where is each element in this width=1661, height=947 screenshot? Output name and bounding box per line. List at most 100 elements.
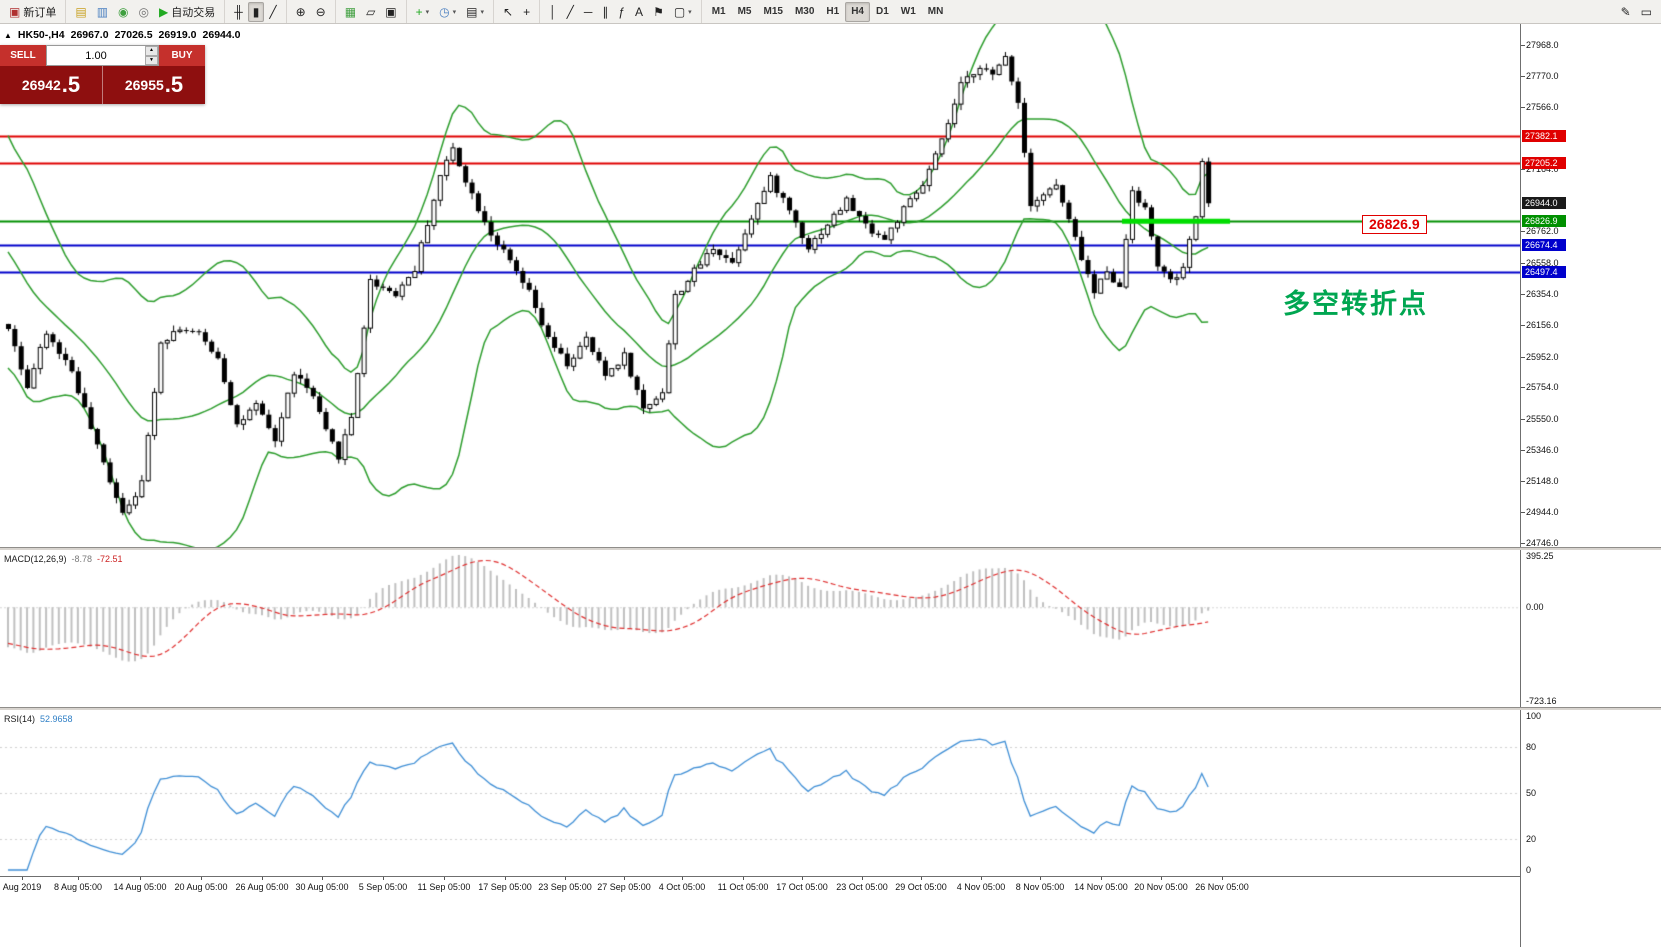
price-axis-label: 25346.0: [1526, 445, 1559, 456]
main-chart-canvas[interactable]: [0, 24, 1520, 547]
price-axis-tick: [1521, 480, 1525, 482]
time-axis-label: 26 Aug 05:00: [235, 882, 289, 892]
rsi-axis-label: 50: [1526, 788, 1537, 798]
price-axis-value-box: 27205.2: [1522, 156, 1566, 169]
timeframe-m5[interactable]: M5: [732, 2, 758, 22]
zoom-in-icon[interactable]: ⊕: [291, 2, 311, 22]
price-tag-label[interactable]: 26826.9: [1362, 215, 1427, 234]
time-axis[interactable]: Aug 2019 8 Aug 05:00 14 Aug 05:00 20 Aug 05…: [0, 876, 1661, 947]
cursor-tool[interactable]: ↖: [498, 2, 518, 22]
bar-chart-icon[interactable]: ╫: [229, 2, 248, 22]
terminal-icon[interactable]: ◎: [134, 2, 154, 22]
fibonacci-tool[interactable]: ƒ: [613, 2, 630, 22]
time-axis-tick: [1040, 877, 1041, 880]
time-axis-tick: [743, 877, 744, 880]
price-axis-tick: [1521, 543, 1525, 544]
timeframe-mn[interactable]: MN: [922, 2, 950, 22]
timeframe-h1[interactable]: H1: [820, 2, 845, 22]
rsi-pane-canvas[interactable]: [0, 710, 1520, 876]
price-axis-label: 25754.0: [1526, 382, 1559, 393]
price-axis-tick: [1521, 169, 1525, 171]
price-axis[interactable]: 27968.0 27770.0 27566.0 27164.0 26762.0 26558…: [1520, 24, 1661, 947]
volume-down-button[interactable]: ▼: [145, 55, 158, 65]
time-axis-tick: [322, 877, 323, 880]
pane-separator[interactable]: [0, 547, 1661, 550]
templates-button[interactable]: ▤ ▾: [461, 2, 489, 22]
price-axis-value-box: 26497.4: [1522, 266, 1566, 279]
pane-separator[interactable]: [0, 707, 1661, 710]
time-axis-tick: [444, 877, 445, 880]
price-axis-label: 27968.0: [1526, 40, 1559, 50]
panel-icon[interactable]: ▭: [1636, 2, 1657, 22]
price-axis-label: 26354.0: [1526, 289, 1559, 300]
autotrading-button[interactable]: ▶ 自动交易: [154, 2, 220, 22]
timeframe-m1[interactable]: M1: [706, 2, 732, 22]
shapes-tool[interactable]: ▢ ▾: [669, 2, 697, 22]
channel-tool[interactable]: ∥: [597, 2, 613, 22]
timeframe-m15[interactable]: M15: [758, 2, 789, 22]
price-axis-tick: [1521, 45, 1525, 46]
line-chart-icon[interactable]: ╱: [264, 2, 281, 22]
price-axis-tick: [1521, 512, 1525, 514]
time-axis-tick: [862, 877, 863, 880]
time-axis-label: 26 Nov 05:00: [1195, 882, 1249, 892]
macd-label: MACD(12,26,9) -8.78 -72.51: [4, 554, 123, 564]
price-axis-label: 27566.0: [1526, 102, 1559, 113]
one-click-collapse-arrow[interactable]: ▲: [4, 30, 12, 40]
text-tool[interactable]: A: [630, 2, 648, 22]
timeframe-w1[interactable]: W1: [895, 2, 922, 22]
trendline-tool[interactable]: ╱: [562, 2, 579, 22]
ohlc-close: 26944.0: [202, 29, 241, 41]
buy-button[interactable]: BUY: [159, 45, 205, 66]
candlestick-chart-icon[interactable]: ▮: [247, 1, 265, 22]
crosshair-tool-glyph: +: [523, 4, 531, 19]
price-axis-value-box: 26944.0: [1522, 197, 1566, 210]
time-axis-label: Aug 2019: [2, 882, 42, 892]
dropdown-caret-icon: ▾: [452, 8, 457, 16]
price-axis-tick: [1521, 325, 1525, 327]
time-axis-label: 11 Sep 05:00: [417, 882, 471, 892]
time-axis-label: 20 Aug 05:00: [174, 882, 228, 892]
cascade-windows-icon[interactable]: ▱: [361, 2, 380, 22]
one-click-trading-panel: SELL 1.00 ▲ ▼ BUY 26942.5 26955.5: [0, 45, 205, 104]
cascade-windows-icon-glyph: ▱: [366, 4, 376, 19]
periods-button[interactable]: ◷ ▾: [434, 2, 461, 22]
dropdown-caret-icon: ▾: [425, 8, 430, 16]
tile-windows-icon-glyph: ▦: [344, 4, 357, 19]
price-axis-label: 26558.0: [1526, 257, 1559, 268]
timeframe-m30[interactable]: M30: [789, 2, 820, 22]
time-axis-label: 20 Nov 05:00: [1134, 882, 1188, 892]
volume-input[interactable]: 1.00: [85, 49, 107, 62]
horizontal-line-tool[interactable]: ─: [579, 2, 598, 22]
sell-price[interactable]: 26942.5: [0, 66, 103, 104]
arrange-windows-icon[interactable]: ▣: [380, 2, 401, 22]
market-watch-icon[interactable]: ▤: [70, 2, 91, 22]
new-order-button[interactable]: ▣ 新订单: [4, 2, 61, 22]
data-window-icon[interactable]: ▥: [92, 2, 113, 22]
volume-up-button[interactable]: ▲: [145, 46, 158, 56]
ohlc-open: 26967.0: [70, 29, 109, 41]
macd-axis-label: -723.16: [1526, 696, 1557, 706]
rsi-axis-label: 100: [1526, 711, 1542, 721]
buy-price[interactable]: 26955.5: [124, 72, 184, 97]
navigator-icon[interactable]: ◉: [113, 2, 133, 22]
price-axis-tick: [1521, 262, 1525, 264]
indicators-button[interactable]: + ▾: [411, 2, 435, 22]
trendline-tool-glyph: ╱: [566, 4, 574, 19]
data-window-icon-glyph: ▥: [96, 4, 109, 19]
bar-chart-icon-glyph: ╫: [234, 4, 243, 19]
timeframe-h4[interactable]: H4: [845, 1, 870, 22]
macd-pane-canvas[interactable]: [0, 550, 1520, 707]
time-axis-label: 8 Aug 05:00: [53, 882, 103, 892]
vertical-line-tool[interactable]: │: [544, 2, 562, 22]
crosshair-tool[interactable]: +: [518, 2, 535, 22]
edit-icon[interactable]: ✎: [1616, 2, 1636, 22]
tile-windows-icon[interactable]: ▦: [340, 2, 361, 22]
zoom-out-icon[interactable]: ⊖: [311, 2, 331, 22]
periods-button-glyph: ◷: [439, 4, 450, 19]
timeframe-d1[interactable]: D1: [870, 2, 895, 22]
line-chart-icon-glyph: ╱: [269, 4, 277, 19]
sell-button[interactable]: SELL: [0, 45, 46, 66]
arrow-label-tool[interactable]: ⚑: [648, 2, 669, 22]
panel-icon-glyph: ▭: [1640, 4, 1652, 19]
